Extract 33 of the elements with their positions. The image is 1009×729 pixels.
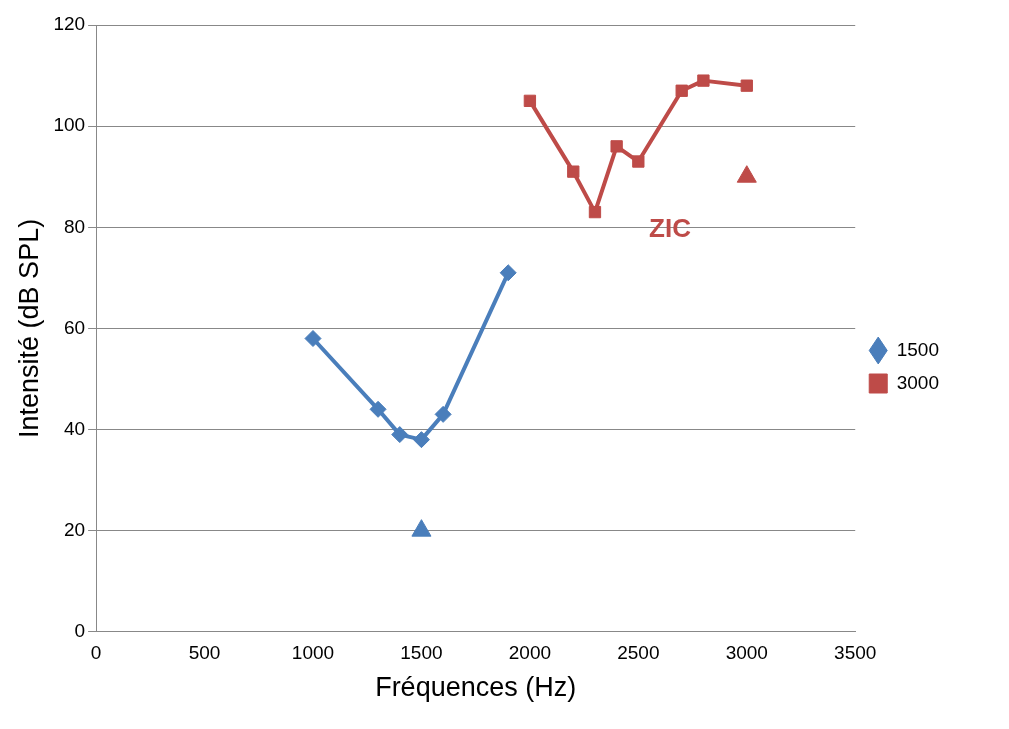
point	[304, 330, 322, 348]
x-tick-label: 0	[90, 642, 102, 664]
point	[412, 431, 430, 449]
point	[697, 74, 710, 87]
y-tick-label: 20	[63, 518, 86, 540]
y-tick-label: 40	[63, 417, 86, 439]
y-tick-label: 120	[53, 13, 86, 35]
legend-label: 1500	[896, 338, 940, 360]
x-tick-label: 2000	[508, 642, 552, 664]
point	[588, 205, 602, 219]
point	[369, 400, 387, 418]
point	[740, 79, 753, 92]
x-tick-label: 1000	[291, 642, 335, 664]
point	[675, 84, 688, 97]
legend-label: 3000	[896, 371, 940, 393]
x-tick-label: 2500	[617, 642, 660, 664]
x-axis-title: Fréquences (Hz)	[375, 672, 577, 703]
x-tick-label: 3500	[834, 642, 877, 664]
y-tick-label: 80	[63, 215, 86, 237]
x-tick-label: 1500	[400, 642, 443, 664]
y-axis-title: Intensité (dB SPL)	[13, 218, 44, 438]
x-tick-label: 3000	[725, 642, 768, 664]
point	[391, 426, 409, 444]
y-tick-label: 100	[53, 114, 86, 136]
point	[523, 94, 537, 108]
point	[434, 405, 452, 423]
point	[632, 155, 645, 168]
point	[499, 264, 517, 282]
y-tick-label: 0	[74, 620, 86, 642]
point	[567, 165, 580, 178]
x-tick-label: 500	[188, 642, 221, 664]
y-tick-label: 60	[63, 316, 86, 338]
point	[610, 140, 623, 153]
